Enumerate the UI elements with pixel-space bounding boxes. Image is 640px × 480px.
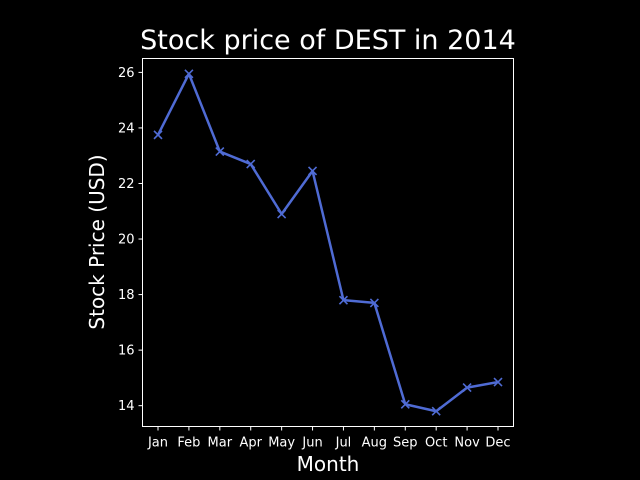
data-point [462,383,472,393]
y-tick-label: 24 [118,121,135,136]
data-point [246,159,256,169]
x-tick-label: Nov [454,436,480,451]
y-tick-label: 16 [118,344,135,359]
x-tick-label: Oct [425,436,447,451]
x-tick-label: Dec [485,436,510,451]
x-tick-label: May [268,436,295,451]
data-point [431,406,441,416]
data-point [338,295,349,305]
y-tick-label: 20 [118,233,135,248]
x-tick-label: Mar [208,436,233,451]
x-tick-label: Feb [177,436,200,451]
data-point [215,146,225,157]
y-tick-label: 14 [118,399,135,414]
data-point [369,298,379,308]
data-point [307,166,318,176]
x-tick-label: Sep [393,436,418,451]
x-axis-label: Month [297,452,360,476]
y-axis-label: Stock Price (USD) [85,154,109,329]
x-tick-label: Apr [239,436,262,451]
x-tick-label: Jan [147,436,168,451]
x-tick-label: Jun [301,436,322,451]
chart-title: Stock price of DEST in 2014 [140,25,516,56]
x-axis: Jan Feb Mar Apr May Jun Jul Aug Sep Oct Nov Dec [147,426,511,451]
plot-frame [142,58,514,427]
data-point [277,209,287,219]
data-point [493,377,503,387]
series-markers [153,69,503,416]
y-tick-label: 18 [118,288,135,303]
series-line [156,72,499,413]
data-point [400,399,410,409]
y-tick-label: 26 [118,66,135,81]
data-point [153,130,163,140]
y-axis: 14 16 18 20 22 24 26 [118,66,143,414]
x-tick-label: Aug [362,436,387,451]
x-tick-label: Jul [335,436,352,451]
data-point [184,69,194,79]
y-tick-label: 22 [118,177,135,192]
